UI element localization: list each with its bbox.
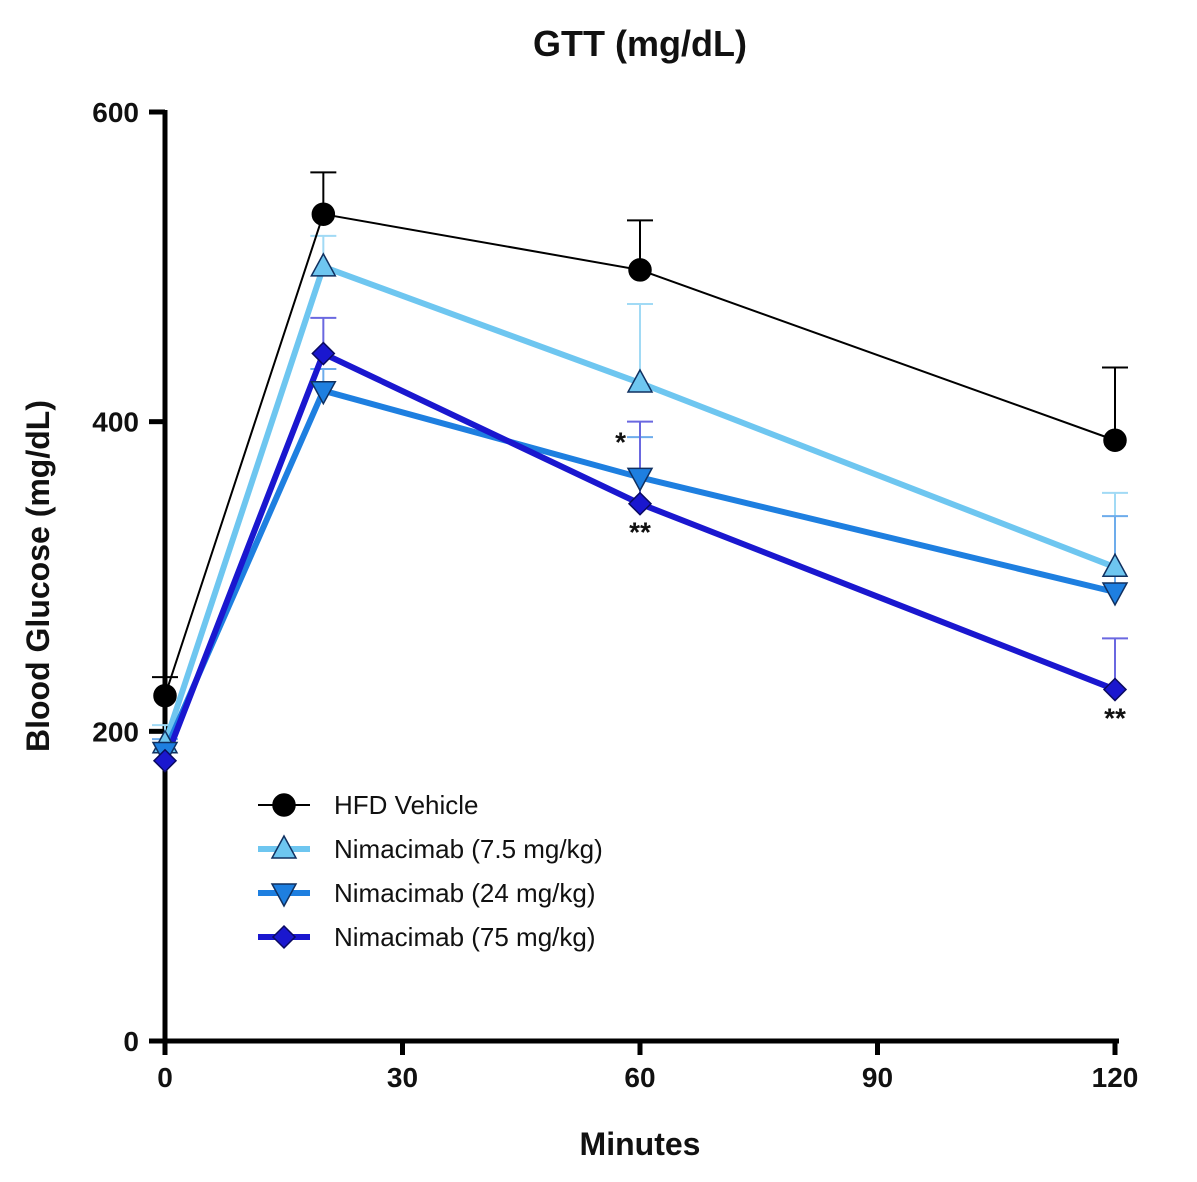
y-tick-label: 200 [92,716,139,747]
series-line-1 [162,263,1117,745]
point-2-2 [626,467,654,492]
significance-annotations: ***** [615,427,1126,734]
legend-marker-1 [270,834,298,859]
x-axis-label: Minutes [580,1126,701,1162]
legend-marker-3 [271,924,297,950]
x-ticks: 0 30 60 90 120 [157,1041,1138,1093]
point-2-1 [310,380,337,406]
legend-label-2: Nimacimab (24 mg/kg) [334,878,596,908]
y-tick-label: 0 [123,1026,139,1057]
series-line-2 [162,387,1116,753]
point-1-3 [1101,552,1129,577]
legend-label-3: Nimacimab (75 mg/kg) [334,922,596,952]
point-3-1 [311,341,336,366]
point-3-2 [627,491,653,516]
series-line-0 [164,213,1116,697]
chart-title: GTT (mg/dL) [533,23,747,64]
x-tick-label: 30 [387,1062,418,1093]
y-ticks: 0 200 400 600 [92,97,165,1057]
axes [162,110,1119,1044]
point-1-2 [626,368,654,393]
series-line-3 [162,350,1117,762]
point-0-3 [1103,428,1127,452]
annotation-2: ** [1104,703,1126,734]
point-1-1 [310,252,337,277]
point-0-1 [311,202,336,226]
point-2-3 [1101,582,1129,607]
x-tick-label: 90 [862,1062,893,1093]
legend-label-1: Nimacimab (7.5 mg/kg) [334,834,603,864]
annotation-0: * [615,427,626,458]
y-tick-label: 600 [92,97,139,128]
point-0-2 [628,258,652,282]
x-tick-label: 120 [1092,1062,1139,1093]
y-axis-label: Blood Glucose (mg/dL) [20,400,56,752]
point-0-0 [153,683,177,708]
legend: HFD Vehicle Nimacimab (7.5 mg/kg) Nimacima… [258,790,603,952]
y-tick-label: 400 [92,407,139,438]
point-3-3 [1102,677,1128,702]
legend-marker-2 [270,883,298,908]
legend-marker-0 [272,793,296,817]
data-markers [151,202,1129,773]
annotation-1: ** [629,517,651,548]
point-3-0 [152,748,178,773]
series-lines [162,213,1117,762]
x-tick-label: 0 [157,1062,173,1093]
x-tick-label: 60 [624,1062,655,1093]
legend-label-0: HFD Vehicle [334,790,479,820]
